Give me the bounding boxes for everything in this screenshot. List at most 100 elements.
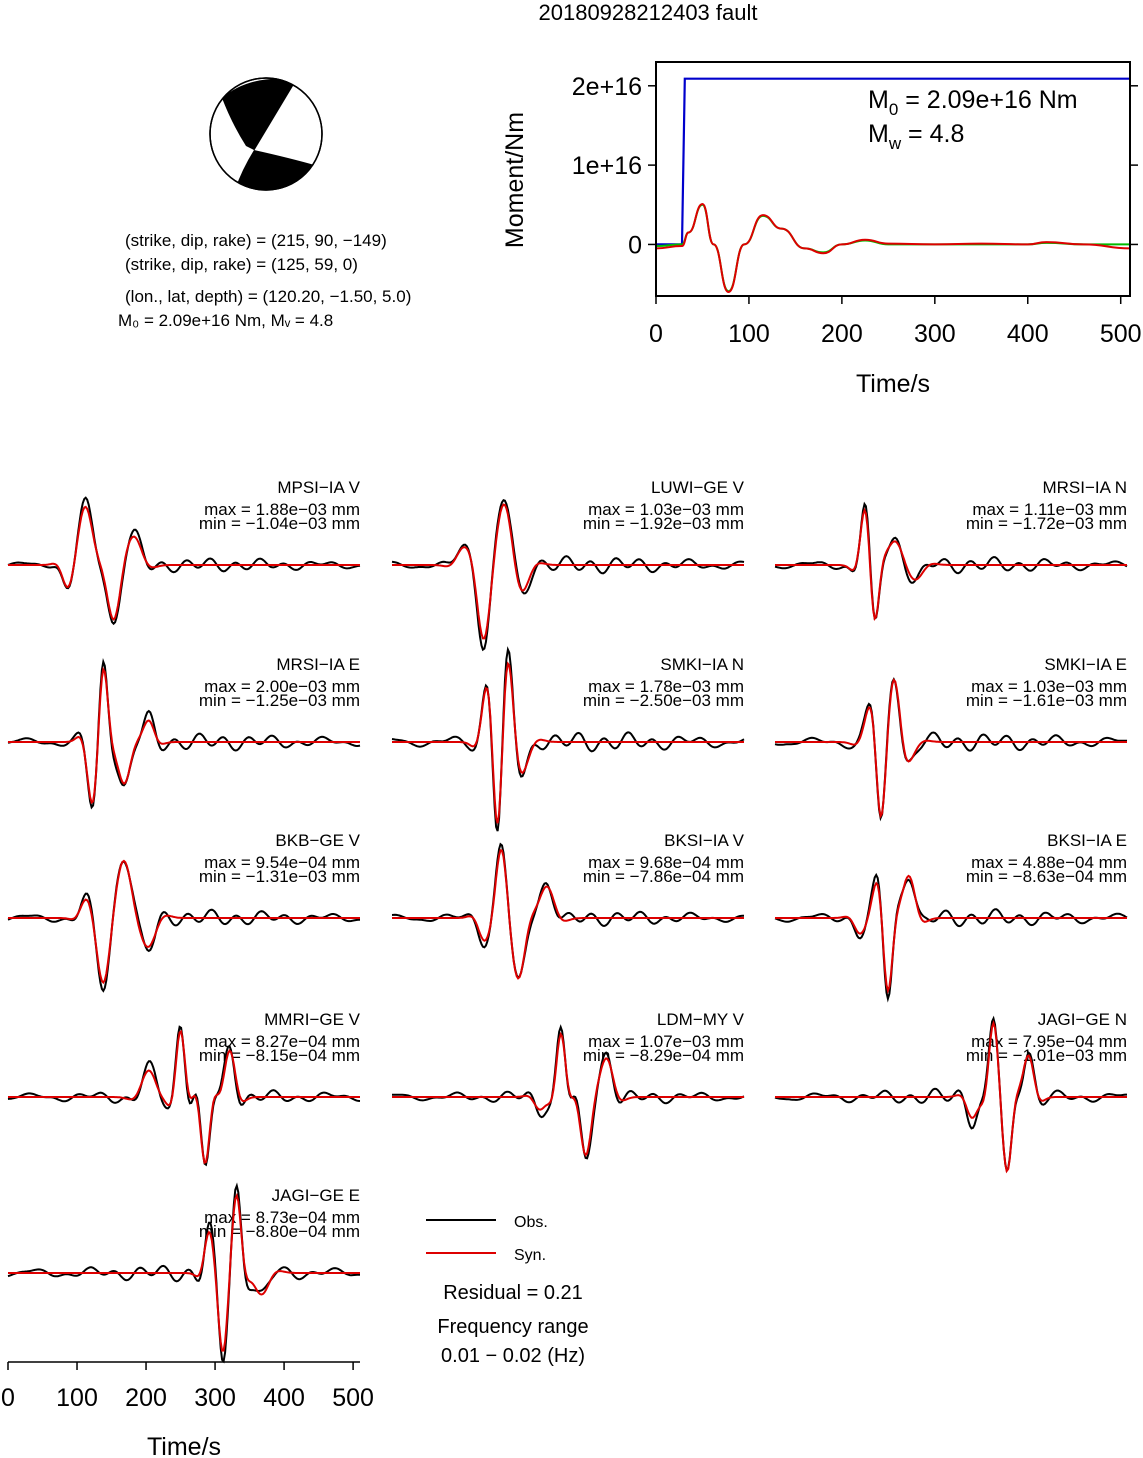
xtick-label: 500 [332, 1384, 374, 1412]
moment-ylabel: Moment/Nm [501, 112, 529, 248]
moment-xtick-label: 300 [914, 320, 956, 348]
synthetic-trace [392, 1031, 744, 1157]
station-min: min = −1.61e−03 mm [966, 691, 1127, 710]
moment-rate-chart: 0 100 200 300 400 500 0 1e+16 2e+16 Time/s Moment/… [501, 61, 1142, 398]
info-line-4: M₀ = 2.09e+16 Nm, Mᵥ = 4.8 [118, 311, 333, 330]
synthetic-trace [8, 505, 360, 621]
observed-trace [774, 872, 1128, 1003]
station-name: MMRI−GE V [264, 1010, 361, 1029]
moment-series-1 [655, 203, 1130, 293]
synthetic-trace [392, 661, 744, 824]
xtick-label: 0 [1, 1384, 15, 1412]
moment-annotation-mw: Mw = 4.8 [868, 120, 964, 153]
synthetic-trace [775, 874, 1127, 994]
station-max: max = 8.73e−04 mm [204, 1208, 360, 1227]
station-max: max = 1.88e−03 mm [204, 500, 360, 519]
station-max: max = 4.88e−04 mm [971, 853, 1127, 872]
observed-trace [774, 1015, 1127, 1173]
station-max: max = 1.03e−03 mm [588, 500, 744, 519]
moment-ytick-label: 1e+16 [572, 152, 642, 180]
station-name: LUWI−GE V [651, 478, 745, 497]
synthetic-trace [775, 507, 1127, 622]
station-name: BKSI−IA V [664, 831, 745, 850]
synthetic-trace [775, 678, 1127, 819]
station-min: min = −1.31e−03 mm [199, 867, 360, 886]
legend-syn-label: Syn. [514, 1247, 546, 1264]
residual-text: Residual = 0.21 [443, 1282, 583, 1304]
station-name: JAGI−GE E [272, 1186, 360, 1205]
station-name: BKSI−IA E [1047, 831, 1127, 850]
legend-obs-label: Obs. [514, 1214, 548, 1231]
info-line-1: (strike, dip, rake) = (215, 90, −149) [125, 231, 387, 250]
moment-ytick-label: 2e+16 [572, 73, 642, 101]
moment-xtick-label: 200 [821, 320, 863, 348]
moment-xlabel: Time/s [856, 370, 930, 398]
synthetic-trace [392, 503, 744, 640]
synthetic-trace [392, 848, 744, 980]
observed-trace [391, 499, 745, 652]
station-max: max = 2.00e−03 mm [204, 677, 360, 696]
synthetic-trace [8, 859, 360, 985]
synthetic-trace [775, 1019, 1127, 1174]
observed-trace [391, 842, 744, 979]
station-min: min = −8.63e−04 mm [966, 867, 1127, 886]
station-min: min = −1.25e−03 mm [199, 691, 360, 710]
observed-trace [391, 646, 745, 832]
station-max: max = 1.11e−03 mm [972, 500, 1127, 519]
station-max: max = 1.03e−03 mm [971, 677, 1127, 696]
synthetic-trace [8, 666, 360, 805]
station-name: MPSI−IA V [277, 478, 360, 497]
observed-trace [7, 496, 361, 626]
xtick-label: 400 [263, 1384, 305, 1412]
station-name: BKB−GE V [275, 831, 360, 850]
frequency-value: 0.01 − 0.02 (Hz) [441, 1345, 585, 1367]
station-min: min = −1.72e−03 mm [966, 514, 1127, 533]
moment-xtick-label: 400 [1007, 320, 1049, 348]
synthetic-trace [8, 1029, 360, 1165]
waveform-time-axis: 0 100 200 300 400 500 Time/s [1, 1361, 374, 1458]
synthetic-trace [8, 1192, 360, 1352]
legend: Obs. Syn. Residual = 0.21 Frequency rang… [426, 1214, 589, 1367]
xtick-label: 300 [194, 1384, 236, 1412]
moment-series-2 [655, 202, 1131, 294]
moment-plot-frame [655, 61, 1131, 297]
station-min: min = −1.92e−03 mm [583, 514, 744, 533]
station-max: max = 9.54e−04 mm [204, 853, 360, 872]
xtick-label: 200 [125, 1384, 167, 1412]
moment-ytick-label: 0 [628, 231, 642, 259]
moment-annotation-m0: M0 = 2.09e+16 Nm [868, 86, 1078, 119]
station-min: min = −2.50e−03 mm [583, 691, 744, 710]
station-name: LDM−MY V [657, 1010, 745, 1029]
info-line-2: (strike, dip, rake) = (125, 59, 0) [125, 255, 358, 274]
station-max: max = 1.07e−03 mm [588, 1032, 744, 1051]
moment-xtick-label: 500 [1100, 320, 1142, 348]
station-name: JAGI−GE N [1038, 1010, 1127, 1029]
xtick-label: 100 [56, 1384, 98, 1412]
station-min: min = −7.86e−04 mm [583, 867, 744, 886]
station-max: max = 1.78e−03 mm [588, 677, 744, 696]
station-min: min = −8.29e−04 mm [583, 1046, 744, 1065]
station-name: SMKI−IA N [660, 655, 744, 674]
beachball-icon [209, 77, 323, 191]
moment-xtick-label: 0 [649, 320, 663, 348]
station-name: MRSI−IA N [1042, 478, 1127, 497]
station-name: MRSI−IA E [276, 655, 360, 674]
info-line-3: (lon., lat, depth) = (120.20, −1.50, 5.0… [125, 287, 411, 306]
figure-title: 20180928212403 fault [539, 0, 758, 25]
waveform-xlabel: Time/s [147, 1433, 221, 1458]
